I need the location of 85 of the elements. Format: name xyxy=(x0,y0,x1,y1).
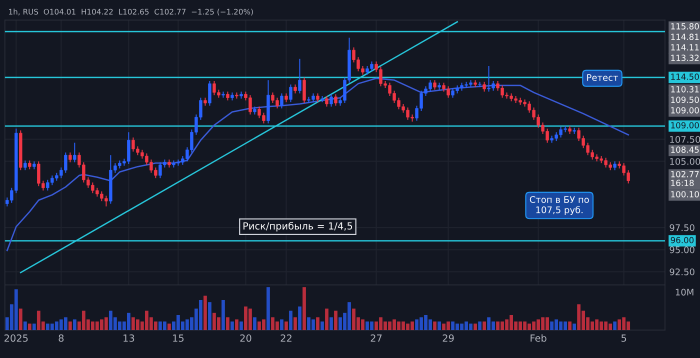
bar xyxy=(240,321,243,330)
x-tick-label: 2025 xyxy=(4,334,28,342)
bar xyxy=(478,321,482,330)
bar xyxy=(325,308,328,330)
bar xyxy=(572,324,576,330)
bar xyxy=(32,324,36,330)
candlestick xyxy=(208,80,212,106)
bar xyxy=(474,324,477,330)
bar xyxy=(18,308,22,330)
ref-line-label: 96.00 xyxy=(670,236,694,244)
y-tick-label: 97.50 xyxy=(670,224,694,232)
bar xyxy=(618,319,622,330)
x-tick-label: 5 xyxy=(621,334,626,342)
x-tick-label: 15 xyxy=(173,334,184,342)
text: 109.50 xyxy=(671,96,699,103)
text: 113.32 xyxy=(671,54,699,61)
bar xyxy=(294,317,297,330)
candlestick xyxy=(289,84,292,103)
bar xyxy=(230,321,234,330)
ref-line-label: 114.50 xyxy=(671,74,699,80)
bar xyxy=(14,289,18,330)
bar xyxy=(204,296,207,330)
x-tick-label: 8 xyxy=(58,334,64,342)
bar xyxy=(482,321,486,330)
bar xyxy=(23,321,27,330)
x-tick-label: 20 xyxy=(240,334,252,342)
bar xyxy=(253,317,256,330)
y-tick-label: 107.50 xyxy=(670,136,700,143)
bar xyxy=(568,321,572,330)
text: 102.77 16:18 xyxy=(671,171,699,186)
bar xyxy=(68,321,72,330)
bar xyxy=(320,321,324,330)
bar xyxy=(316,317,320,330)
x-tick-label: 22 xyxy=(280,334,292,342)
text: 110.31 xyxy=(671,86,699,92)
candlestick xyxy=(334,94,338,106)
bar xyxy=(222,300,225,330)
annotation: Стоп в БУ по 107,5 руб. xyxy=(530,196,589,216)
bar xyxy=(298,306,302,330)
candlestick xyxy=(280,92,284,109)
bar xyxy=(72,319,76,330)
y-tick-label: 105.00 xyxy=(670,158,700,165)
candlestick xyxy=(24,160,27,171)
bar xyxy=(438,321,441,330)
candlestick xyxy=(73,142,76,163)
bar xyxy=(577,304,581,330)
y-tick-label: 92.50 xyxy=(670,268,694,276)
bar xyxy=(613,321,617,330)
candlestick xyxy=(298,58,302,94)
annotation: Ретест xyxy=(587,74,618,81)
bar xyxy=(302,287,306,330)
bar xyxy=(266,287,270,330)
bar xyxy=(208,302,212,330)
candlestick xyxy=(325,96,328,108)
text: 100.10 xyxy=(671,191,699,198)
bar xyxy=(235,319,238,330)
bar xyxy=(104,317,108,330)
candlestick xyxy=(302,76,306,104)
x-tick-label: 27 xyxy=(370,334,382,342)
ref-line-label: 109.00 xyxy=(671,122,699,128)
text: 108.45 xyxy=(671,146,699,153)
candlestick xyxy=(68,152,72,163)
x-tick-label: 29 xyxy=(442,334,454,342)
bar xyxy=(64,317,68,330)
candlestick xyxy=(330,94,333,108)
text: 114.81 xyxy=(671,34,699,40)
bar xyxy=(28,324,32,330)
y-tick-label: 95.00 xyxy=(670,246,694,254)
bar xyxy=(284,321,288,330)
bar xyxy=(330,317,333,330)
bar xyxy=(280,319,284,330)
text: 114.11 xyxy=(671,44,699,50)
text: 109.00 xyxy=(671,107,699,114)
bar xyxy=(226,317,230,330)
bar xyxy=(433,321,436,330)
bar xyxy=(168,324,171,330)
text: 115.80 xyxy=(671,23,699,30)
text: 10M xyxy=(676,288,694,296)
candlestick xyxy=(482,81,486,92)
x-tick-label: 13 xyxy=(124,334,134,342)
x-tick-label: Feb xyxy=(530,334,546,342)
bar xyxy=(334,310,338,330)
annotation: Риск/прибыль = 1/4,5 xyxy=(243,222,352,232)
bar xyxy=(289,310,292,330)
candlestick xyxy=(433,80,436,90)
